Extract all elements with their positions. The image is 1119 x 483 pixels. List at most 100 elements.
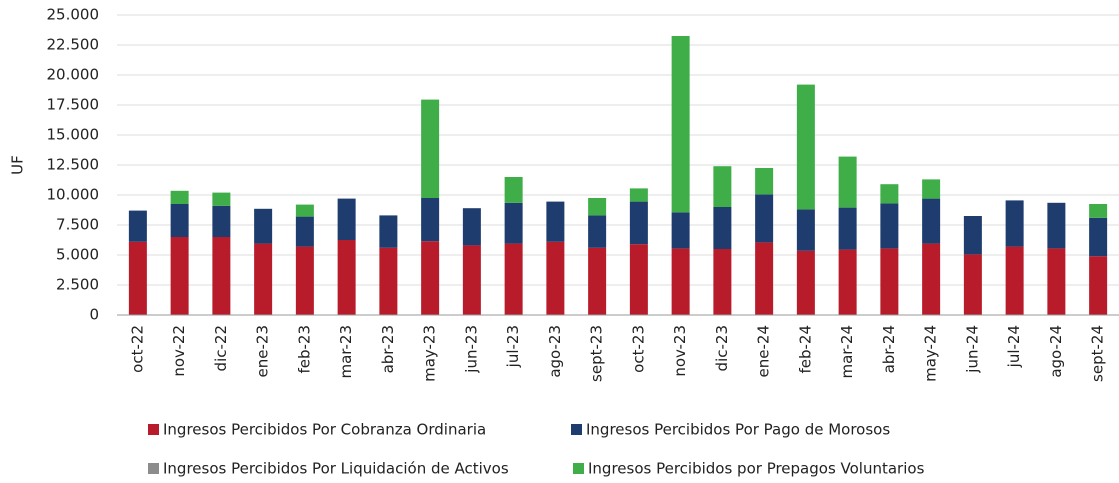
- bar-segment: [880, 184, 899, 204]
- y-tick-label: 5.000: [56, 246, 99, 264]
- x-tick-label: may-24: [922, 325, 940, 382]
- bar-segment: [212, 237, 231, 315]
- bar-segment: [128, 210, 147, 242]
- bar-segment: [922, 198, 941, 244]
- bar-segment: [295, 216, 314, 247]
- y-tick-label: 2.500: [56, 276, 99, 294]
- bar-segment: [1089, 204, 1108, 218]
- bar-segment: [838, 249, 857, 315]
- bar-segment: [880, 248, 899, 315]
- x-tick-label: jun-24: [963, 325, 981, 374]
- legend-swatch: [148, 424, 159, 435]
- y-tick-label: 10.000: [47, 186, 100, 204]
- legend-swatch: [571, 424, 582, 435]
- x-tick-label: nov-22: [170, 325, 188, 377]
- bar-segment: [796, 84, 815, 210]
- bar-segment: [170, 204, 189, 237]
- x-tick-label: jun-23: [462, 325, 480, 374]
- x-tick-label: sept-24: [1089, 325, 1107, 382]
- legend-swatch: [148, 463, 159, 474]
- bar-segment: [546, 201, 565, 242]
- bar-segment: [671, 248, 690, 315]
- x-tick-label: feb-23: [295, 325, 313, 374]
- bar-segment: [254, 243, 273, 315]
- x-tick-label: ene-23: [254, 325, 272, 377]
- bar-segment: [1005, 246, 1024, 315]
- bar-segment: [1005, 200, 1024, 247]
- x-tick-label: nov-23: [671, 325, 689, 377]
- x-tick-label: dic-23: [713, 325, 731, 371]
- bar-segment: [629, 244, 648, 315]
- x-tick-label: mar-24: [838, 325, 856, 379]
- y-tick-label: 17.500: [47, 96, 100, 114]
- bar-segment: [796, 250, 815, 315]
- bar-segment: [755, 194, 774, 243]
- y-tick-label: 0: [89, 306, 99, 324]
- x-tick-label: jul-24: [1005, 325, 1023, 368]
- x-tick-label: abr-23: [379, 325, 397, 373]
- bar-segment: [295, 246, 314, 315]
- bar-segment: [713, 207, 732, 249]
- bar-segment: [880, 203, 899, 249]
- x-tick-label: oct-23: [629, 325, 647, 373]
- bar-segment: [838, 156, 857, 208]
- bar-segment: [755, 168, 774, 195]
- bar-segment: [337, 240, 356, 315]
- bar-segment: [1047, 202, 1066, 249]
- bar-segment: [504, 202, 523, 244]
- x-tick-label: abr-24: [880, 325, 898, 373]
- y-axis-label: UF: [9, 155, 27, 175]
- bar-segment: [128, 241, 147, 315]
- x-tick-label: dic-22: [212, 325, 230, 371]
- bar-segment: [963, 254, 982, 315]
- y-tick-label: 7.500: [56, 216, 99, 234]
- bar-segment: [1047, 248, 1066, 315]
- legend-label: Ingresos Percibidos Por Liquidación de A…: [163, 460, 509, 478]
- bar-segment: [337, 198, 356, 240]
- legend-label: Ingresos Percibidos por Prepagos Volunta…: [588, 460, 925, 478]
- bar-segment: [629, 188, 648, 202]
- x-tick-label: mar-23: [337, 325, 355, 379]
- bar-segment: [212, 205, 231, 237]
- bar-segment: [963, 216, 982, 255]
- bar-segment: [421, 241, 440, 315]
- bar-segment: [588, 247, 607, 315]
- bar-segment: [421, 99, 440, 198]
- bar-segment: [170, 190, 189, 204]
- x-tick-label: may-23: [421, 325, 439, 382]
- bar-segment: [671, 36, 690, 213]
- x-tick-label: jul-23: [504, 325, 522, 368]
- bar-segment: [462, 208, 481, 246]
- bar-segment: [546, 241, 565, 315]
- bar-segment: [254, 208, 273, 244]
- legend-label: Ingresos Percibidos Por Cobranza Ordinar…: [163, 421, 486, 439]
- bar-segment: [755, 242, 774, 315]
- bar-segment: [379, 247, 398, 315]
- bar-segment: [170, 237, 189, 315]
- legend-label: Ingresos Percibidos Por Pago de Morosos: [586, 421, 890, 439]
- bar-segment: [504, 177, 523, 203]
- y-tick-label: 25.000: [47, 6, 100, 24]
- x-tick-label: ago-24: [1047, 325, 1065, 378]
- bar-segment: [922, 243, 941, 315]
- bar-segment: [1089, 217, 1108, 257]
- bar-segment: [922, 179, 941, 199]
- bar-segment: [713, 166, 732, 207]
- y-tick-label: 15.000: [47, 126, 100, 144]
- bar-segment: [379, 215, 398, 248]
- bar-segment: [1089, 256, 1108, 315]
- bar-segment: [421, 198, 440, 242]
- y-tick-label: 20.000: [47, 66, 100, 84]
- x-tick-label: ene-24: [755, 325, 773, 377]
- bar-segment: [212, 192, 231, 206]
- bar-segment: [713, 249, 732, 315]
- bar-segment: [462, 245, 481, 315]
- bar-segment: [504, 243, 523, 315]
- y-tick-label: 12.500: [47, 156, 100, 174]
- x-tick-label: feb-24: [796, 325, 814, 374]
- bar-segment: [671, 212, 690, 249]
- x-tick-label: oct-22: [128, 325, 146, 373]
- x-tick-label: sept-23: [588, 325, 606, 382]
- x-tick-label: ago-23: [546, 325, 564, 378]
